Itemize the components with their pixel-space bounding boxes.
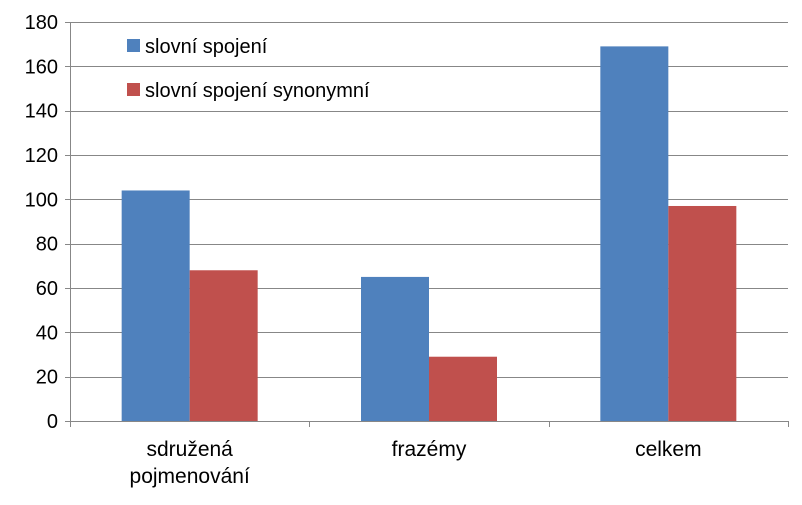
bar-slovni-spojeni-synonymni [429, 356, 497, 421]
x-category-label: sdružená [146, 438, 233, 461]
bar-slovni-spojeni-synonymni [189, 270, 258, 421]
y-tick-label: 0 [47, 411, 58, 433]
x-category-label: frazémy [392, 438, 467, 461]
axes [65, 22, 789, 427]
bar-slovni-spojeni-synonymni [668, 205, 737, 421]
y-tick-label: 120 [25, 145, 58, 167]
legend: slovní spojení slovní spojení synonymní [127, 36, 370, 102]
legend-label: slovní spojení [145, 36, 268, 58]
y-tick-label: 40 [36, 322, 58, 344]
bar-slovni-spojeni [361, 276, 429, 421]
x-category-label: pojmenování [130, 465, 250, 488]
legend-label: slovní spojení synonymní [145, 80, 370, 102]
axis-labels: 0 20 40 60 80 100 120 140 160 180 sdružená pojmenov… [25, 12, 702, 488]
legend-swatch [127, 39, 140, 52]
y-tick-label: 160 [25, 56, 58, 78]
y-tick-label: 60 [36, 278, 58, 300]
y-tick-label: 140 [25, 101, 58, 123]
y-tick-label: 20 [36, 367, 58, 389]
bar-slovni-spojeni [121, 190, 190, 421]
bar-slovni-spojeni [600, 46, 669, 422]
legend-swatch [127, 83, 140, 96]
bars [121, 46, 737, 422]
y-tick-label: 80 [36, 234, 58, 256]
x-category-label: celkem [635, 438, 702, 461]
y-tick-label: 180 [25, 12, 58, 34]
y-tick-label: 100 [25, 189, 58, 211]
